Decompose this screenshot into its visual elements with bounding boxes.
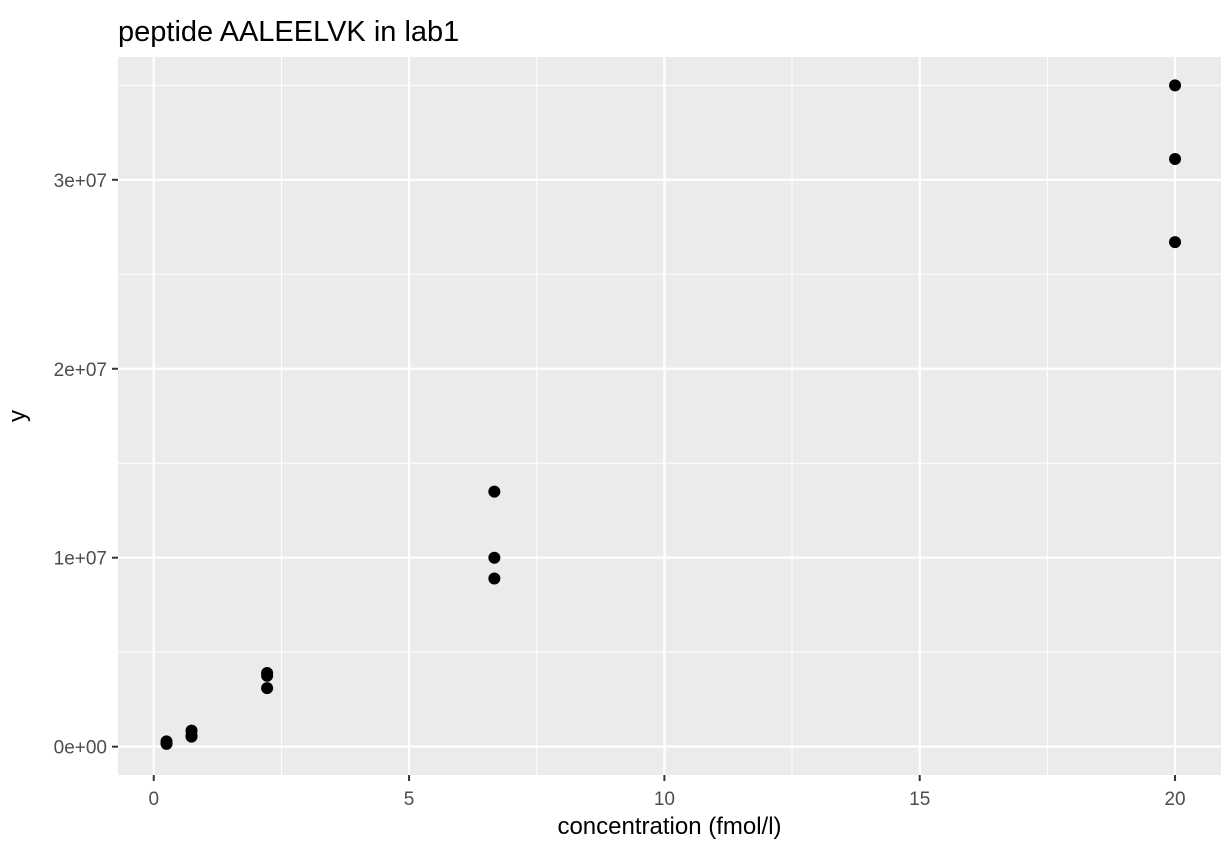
x-tick-label-3: 15 — [909, 789, 930, 810]
plot-panel — [118, 57, 1221, 775]
data-point-14 — [1169, 79, 1182, 92]
data-points — [160, 79, 1182, 750]
data-point-9 — [488, 572, 501, 585]
data-point-10 — [488, 551, 501, 564]
x-tick-label-2: 10 — [654, 789, 675, 810]
data-point-6 — [261, 682, 274, 695]
y-tick-label-1: 1e+07 — [54, 549, 107, 570]
data-point-8 — [261, 666, 274, 679]
x-tick-label-0: 0 — [148, 789, 159, 810]
data-point-11 — [488, 485, 501, 498]
x-tick-label-4: 20 — [1164, 789, 1185, 810]
data-point-2 — [160, 735, 173, 748]
data-point-12 — [1169, 236, 1182, 249]
y-tick-label-0: 0e+00 — [54, 738, 107, 759]
y-tick-label-2: 2e+07 — [54, 360, 107, 381]
x-tick-label-1: 5 — [404, 789, 415, 810]
data-point-5 — [185, 724, 198, 737]
chart-title: peptide AALEELVK in lab1 — [118, 16, 459, 48]
data-point-13 — [1169, 153, 1182, 166]
major-grid-lines — [118, 57, 1221, 775]
y-axis: 0e+00 1e+07 2e+07 3e+07 — [54, 171, 118, 759]
x-axis: 0 5 10 15 20 — [148, 775, 1186, 810]
x-axis-title: concentration (fmol/l) — [557, 813, 781, 840]
minor-grid-lines — [118, 57, 1221, 775]
y-tick-label-3: 3e+07 — [54, 171, 107, 192]
y-axis-title: y — [4, 410, 31, 422]
